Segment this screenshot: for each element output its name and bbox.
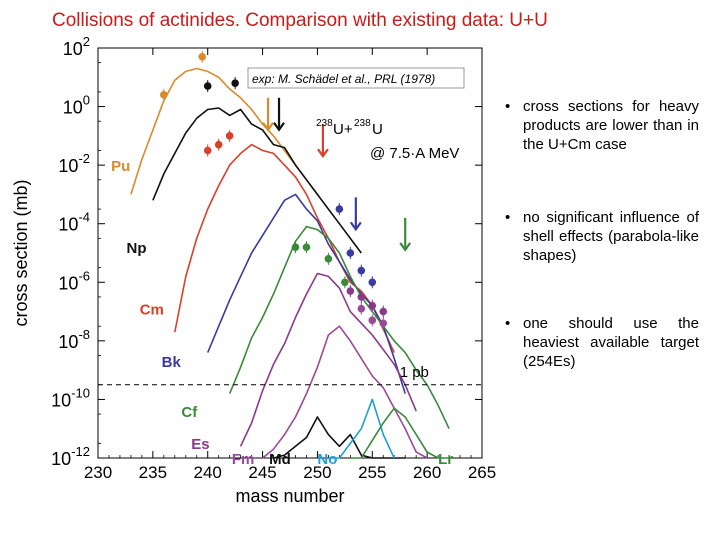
reference-note-text: exp: M. Schädel et al., PRL (1978): [252, 72, 435, 86]
cross-section-chart: 230 235 240 245 250 255 260 265 10-12 10-10 10-8 10…: [11, 34, 496, 506]
bullet-marker: •: [505, 315, 511, 332]
reaction-symbol-2: U: [372, 121, 383, 138]
data-point-fm: [379, 319, 388, 328]
reference-note: exp: M. Schädel et al., PRL (1978): [247, 67, 465, 89]
bullet-marker: •: [505, 209, 511, 226]
series-label: Fm: [232, 451, 255, 468]
series-label: Md: [269, 451, 291, 468]
x-tick-label: 255: [358, 463, 386, 482]
data-point-cm: [203, 146, 212, 155]
series-label: Cf: [181, 404, 198, 421]
data-point-pu: [160, 91, 168, 99]
y-tick-label: 10-8: [58, 327, 90, 352]
y-tick-label: 10-12: [51, 444, 90, 469]
y-tick-label: 10-10: [51, 385, 90, 410]
series-line-lr: [350, 407, 450, 459]
series-line-cf: [228, 225, 450, 430]
bullet-text: no significant influence of shell effect…: [523, 209, 699, 264]
arrow-head: [273, 122, 285, 132]
x-tick-label: 230: [84, 463, 112, 482]
axes: 230 235 240 245 250 255 260 265 10-12 10-10 10-8 10…: [11, 34, 496, 506]
x-tick-label: 240: [194, 463, 222, 482]
series-label: Np: [127, 240, 147, 257]
series-line-np: [152, 107, 362, 254]
data-point-np: [203, 82, 212, 90]
data-point-np: [231, 79, 239, 87]
series-lines: Pu Np Cm Bk Cf Es Fm Md No Lr: [111, 50, 453, 468]
x-tick-label: 265: [468, 463, 496, 482]
series-line-fm: [262, 325, 428, 459]
data-point-cf: [302, 243, 311, 251]
data-point-bk: [346, 249, 355, 257]
series-line-es: [239, 272, 417, 447]
data-point-pu: [198, 52, 207, 61]
series-label: Cm: [140, 302, 164, 319]
arrow-head: [262, 122, 274, 132]
data-point-es: [346, 287, 355, 295]
y-tick-label: 10-6: [58, 268, 90, 293]
data-point-es: [368, 301, 377, 310]
series-label: No: [317, 451, 337, 468]
series-line-no: [328, 398, 395, 459]
series-label: Lr: [438, 451, 453, 468]
reaction-mass-2: 238: [354, 118, 371, 129]
arrow-head: [399, 242, 412, 252]
data-point-fm: [357, 304, 366, 313]
data-point-bk: [368, 278, 377, 287]
y-tick-label: 100: [63, 93, 90, 118]
data-point-cf: [324, 255, 333, 263]
data-point-cm: [225, 132, 234, 140]
series-line-pu: [130, 67, 319, 195]
series-line-cm: [174, 143, 395, 353]
reaction-symbol-1: U+: [333, 121, 353, 138]
slide-title: Collisions of actinides. Comparison with…: [52, 10, 548, 31]
plot-frame: [97, 47, 483, 459]
data-point-es: [379, 307, 388, 316]
y-axis-label: cross section (mb): [11, 179, 31, 326]
threshold-label: 1 pb: [400, 364, 429, 381]
annotations: 1 pb exp: M. Schädel et al., PRL (1978) 23…: [98, 67, 482, 386]
bullet-text: cross sections for heavy products are lo…: [523, 98, 699, 153]
x-tick-label: 245: [248, 463, 276, 482]
reference-note-box: [247, 67, 465, 89]
reaction-mass-1: 238: [316, 118, 333, 129]
data-point-cm: [214, 140, 223, 149]
data-point-fm: [368, 316, 377, 325]
data-point-es: [357, 293, 366, 301]
series-label: Bk: [162, 354, 182, 371]
y-tick-label: 102: [63, 34, 90, 59]
series-label: Es: [191, 436, 209, 453]
bullet-text: one should use the heaviest available ta…: [523, 315, 699, 370]
series-label: Pu: [111, 158, 130, 175]
reaction-energy: @ 7.5·A MeV: [370, 145, 459, 162]
x-axis-label: mass number: [235, 486, 344, 506]
bullet-marker: •: [505, 98, 511, 115]
arrow-head: [317, 148, 329, 159]
data-point-bk: [335, 205, 344, 213]
data-point-cf: [291, 243, 300, 251]
x-tick-label: 260: [413, 463, 441, 482]
x-tick-label: 235: [139, 463, 167, 482]
data-point-cf: [341, 278, 349, 287]
series-line-md: [273, 416, 406, 459]
data-point-bk: [357, 266, 366, 275]
arrow-head: [349, 221, 362, 232]
x-tick-label: 250: [303, 463, 331, 482]
y-tick-label: 10-4: [58, 210, 90, 235]
y-tick-label: 10-2: [58, 151, 90, 176]
